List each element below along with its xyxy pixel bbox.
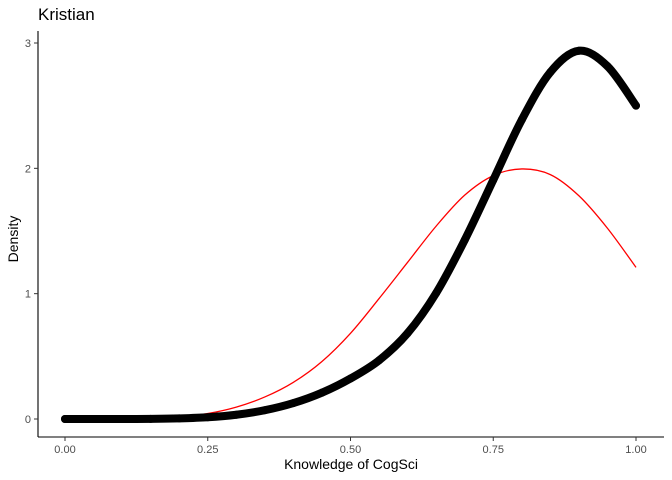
data-point: [489, 175, 498, 184]
data-point: [203, 413, 212, 422]
data-point: [61, 415, 69, 423]
y-tick-label: 0: [25, 414, 31, 426]
x-tick-label: 0.75: [483, 444, 504, 456]
data-point: [375, 356, 384, 365]
data-point: [432, 289, 441, 298]
data-point: [603, 62, 612, 71]
y-axis-title: Density: [5, 216, 21, 263]
data-point: [289, 399, 298, 408]
series-layer: [61, 46, 640, 424]
data-point: [574, 46, 583, 55]
data-point: [118, 415, 127, 423]
data-point: [517, 115, 526, 124]
data-point: [260, 406, 269, 415]
data-point: [546, 68, 555, 77]
x-axis-title: Knowledge of CogSci: [284, 456, 418, 472]
data-point: [403, 329, 412, 338]
x-tick-label: 1.00: [625, 444, 646, 456]
data-point: [232, 410, 241, 419]
x-axis: 0.00 0.25 0.50 0.75 1.00: [38, 436, 664, 456]
y-tick-label: 1: [25, 289, 31, 301]
x-tick-label: 0.25: [197, 444, 218, 456]
data-point: [89, 415, 98, 423]
data-point: [317, 388, 326, 397]
data-point: [632, 101, 640, 110]
x-tick-label: 0.50: [340, 444, 361, 456]
data-point: [175, 414, 184, 423]
x-tick-label: 0.00: [54, 444, 75, 456]
chart-title: Kristian: [38, 5, 95, 24]
y-tick-label: 3: [25, 38, 31, 50]
data-point: [346, 374, 355, 383]
y-tick-label: 2: [25, 163, 31, 175]
y-axis: 0 1 2 3: [25, 31, 39, 437]
data-point: [146, 414, 155, 423]
data-point: [460, 236, 469, 245]
series-points-black: [61, 46, 640, 424]
